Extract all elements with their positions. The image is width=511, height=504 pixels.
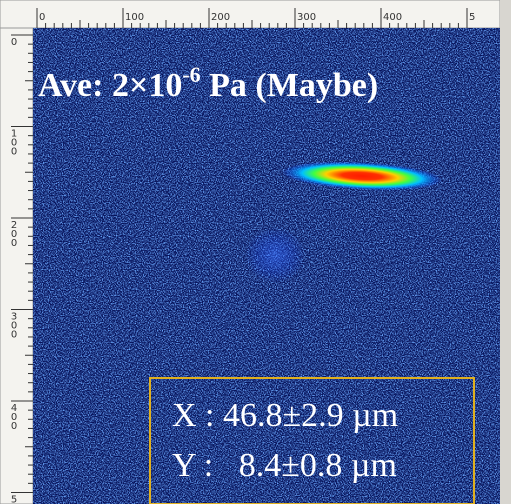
scrollbar[interactable] [500,0,511,504]
left-ruler-label: 200 [9,220,20,247]
title-suffix: Pa (Maybe) [201,67,379,104]
left-ruler-label: 0 [9,37,20,46]
left-ruler-label: 5 [9,495,20,504]
top-ruler-label: 100 [125,12,144,23]
measurement-y: Y : 8.4±0.8 µm [172,447,397,484]
left-ruler-label: 100 [9,129,20,156]
title-exponent: -6 [182,62,200,87]
left-ruler-label: 400 [9,403,20,430]
top-ruler-label: 5 [469,12,475,23]
faint-blob [245,227,305,283]
top-ruler-label: 200 [211,12,230,23]
top-ruler-label: 400 [383,12,402,23]
viewer: 0 100 200 300 400 5 0 100 200 300 400 5 Ave: 2×10-6… [0,0,511,504]
overlay-title: Ave: 2×10-6 Pa (Maybe) [38,62,378,104]
measurement-x: X : 46.8±2.9 µm [172,397,398,434]
top-ruler-label: 0 [39,12,45,23]
left-ruler-label: 300 [9,312,20,339]
top-ruler-label: 300 [297,12,316,23]
top-ruler [0,0,500,28]
title-text: Ave: 2×10 [38,67,182,104]
